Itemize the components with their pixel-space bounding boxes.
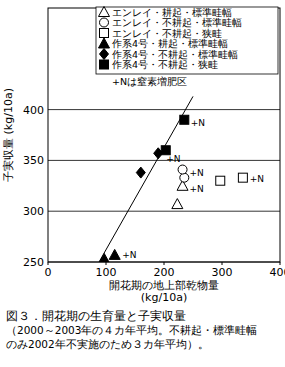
legend-marker [99, 7, 110, 17]
annotation: +N [122, 250, 136, 260]
legend-note: +Nは窒素増肥区 [112, 76, 187, 87]
legend-marker [100, 60, 109, 69]
point [180, 115, 189, 124]
x-tick [280, 262, 281, 265]
point [216, 176, 225, 185]
legend-label: 作系4号・不耕起・標準畦幅 [111, 49, 238, 60]
legend-marker [100, 49, 109, 60]
legend-marker [100, 18, 109, 27]
legend-label: 作系4号・不耕起・狭畦 [111, 59, 218, 70]
y-tick-label: 350 [23, 154, 44, 167]
legend-marker [99, 38, 110, 48]
legend-label: エンレイ・不耕起・狭畦 [112, 28, 222, 39]
grid-line [48, 211, 280, 212]
y-tick-label: 250 [23, 256, 44, 269]
legend-label: エンレイ・耕起・標準畦幅 [112, 7, 232, 18]
caption: （2000～2003年の４カ年平均。不耕起・標準畦幅 [6, 324, 257, 336]
caption: のみ2002年不実施のため３カ年平均）。 [6, 338, 209, 350]
annotation: +N [190, 168, 204, 178]
grid-line [48, 160, 280, 161]
x-tick [106, 262, 107, 265]
caption: 図３．開花期の生育量と子実収量 [6, 309, 186, 323]
point [99, 253, 110, 262]
legend-label: 作系4号・耕起・標準畦幅 [111, 38, 228, 49]
y-tick-label: 400 [23, 104, 44, 117]
trend-line [99, 96, 193, 262]
point [180, 173, 189, 182]
y-tick-label: 300 [23, 205, 44, 218]
plot-area [99, 96, 248, 262]
point [109, 249, 120, 259]
annotation: +N [190, 184, 204, 194]
annotation: +N [191, 118, 205, 128]
y-axis-title: 子実収量 (kg/10a) [2, 88, 15, 182]
x-tick-label: 0 [45, 266, 52, 279]
x-axis-title: (kg/10a) [141, 291, 187, 304]
x-tick-label: 400 [270, 266, 285, 279]
chart: 2503003504000100200300400開花期の地上部乾物量(kg/1… [0, 0, 285, 367]
x-tick [48, 262, 49, 265]
x-tick-label: 200 [154, 266, 175, 279]
point [178, 165, 187, 174]
legend-marker [100, 29, 109, 38]
point [238, 173, 247, 182]
point [172, 199, 183, 209]
x-tick-label: 300 [212, 266, 233, 279]
plot-frame [48, 8, 280, 262]
x-tick [164, 262, 165, 265]
annotation: +N [250, 174, 264, 184]
grid-line [48, 109, 280, 110]
point [136, 167, 145, 178]
x-tick-label: 100 [96, 266, 117, 279]
legend-label: エンレイ・不耕起・標準畦幅 [112, 17, 242, 28]
annotation: +N [166, 154, 180, 164]
legend-box [96, 7, 278, 74]
x-tick [222, 262, 223, 265]
